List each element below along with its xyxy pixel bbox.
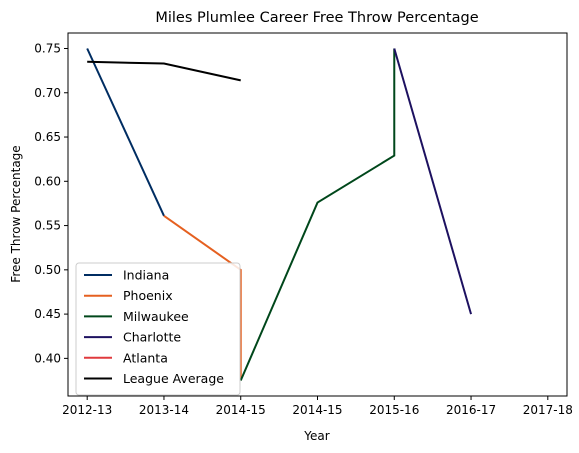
y-tick-label-0: 0.40: [34, 351, 61, 365]
x-tick-label-1: 2013-14: [139, 403, 189, 417]
y-tick-label-3: 0.55: [34, 219, 61, 233]
legend-label-5: League Average: [123, 371, 224, 386]
series-line-2: [239, 48, 396, 381]
x-tick-label-3: 2014-15: [292, 403, 342, 417]
legend-box: [75, 262, 241, 396]
x-tick-label-6: 2017-18: [523, 403, 573, 417]
series-line-0: [86, 48, 165, 217]
series-line-1: [163, 215, 242, 381]
legend-label-0: Indiana: [123, 268, 169, 283]
chart-title: Miles Plumlee Career Free Throw Percenta…: [155, 10, 478, 26]
y-tick-label-5: 0.65: [34, 130, 61, 144]
x-axis-label: Year: [303, 429, 329, 443]
series-line-3: [393, 48, 473, 315]
legend-label-2: Milwaukee: [123, 309, 189, 324]
plot-area: 2012-13 2013-14 2014-15 2014-15 2015-16 2016-…: [34, 32, 573, 417]
y-tick-label-6: 0.70: [34, 86, 61, 100]
x-tick-label-5: 2016-17: [446, 403, 496, 417]
x-tick-label-2: 2014-15: [216, 403, 266, 417]
legend-label-4: Atlanta: [123, 350, 168, 365]
x-tick-label-4: 2015-16: [369, 403, 419, 417]
y-tick-label-1: 0.45: [34, 307, 61, 321]
y-tick-label-2: 0.50: [34, 263, 61, 277]
series-line-5: [87, 60, 241, 82]
y-tick-label-7: 0.75: [34, 41, 61, 55]
legend: Indiana Phoenix Milwaukee Charlotte Atlanta L…: [75, 262, 241, 396]
y-axis-label: Free Throw Percentage: [9, 145, 23, 282]
legend-label-1: Phoenix: [123, 288, 173, 303]
y-tick-label-4: 0.60: [34, 174, 61, 188]
legend-label-3: Charlotte: [123, 330, 181, 345]
x-tick-label-0: 2012-13: [62, 403, 112, 417]
